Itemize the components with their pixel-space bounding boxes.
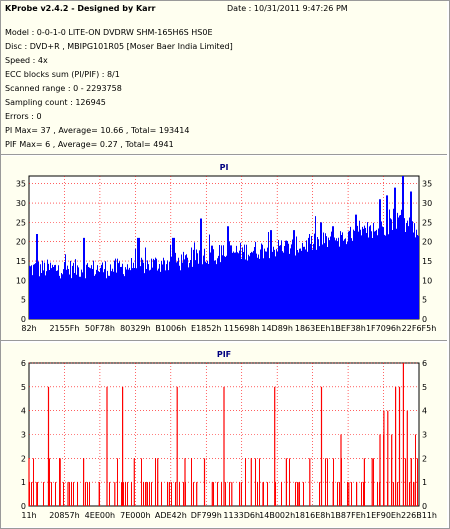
pi-xtick: 50F78h	[85, 324, 115, 333]
pi-ytick-right: 10	[422, 276, 432, 285]
pi-ytick-left: 25	[16, 218, 26, 227]
scan-date: Date : 10/31/2011 9:47:26 PM	[227, 4, 348, 13]
pi-ytick-left: 5	[21, 296, 26, 305]
info-panel: KProbe v2.4.2 - Designed by Karr Date : …	[1, 1, 447, 155]
pif-ytick-left: 3	[21, 431, 26, 440]
pif-xtick: ADE42h	[155, 511, 187, 520]
speed-line: Speed : 4x	[5, 56, 48, 65]
pif-xtick: 1133D6h	[223, 511, 260, 520]
disc-line: Disc : DVD+R , MBIPG101R05 [Moser Baer I…	[5, 42, 233, 51]
pif-ytick-left: 1	[21, 478, 26, 487]
pi-ytick-right: 5	[422, 296, 427, 305]
pi-ytick-right: 20	[422, 238, 432, 247]
pif-xtick: 1B87FEh	[330, 511, 365, 520]
pi-ytick-right: 35	[422, 180, 432, 189]
pif-ytick-right: 3	[422, 431, 427, 440]
pi-ytick-left: 10	[16, 276, 26, 285]
pi-ytick-left: 15	[16, 257, 26, 266]
pif-ytick-left: 2	[21, 454, 26, 463]
pif-ytick-left: 5	[21, 383, 26, 392]
pif-xtick: 226B11h	[401, 511, 437, 520]
pi-ytick-right: 15	[422, 257, 432, 266]
pif-xtick: 14B002h	[259, 511, 295, 520]
pif-chart-title: PIF	[217, 350, 231, 359]
sampling-line: Sampling count : 126945	[5, 98, 106, 107]
pif-ytick-left: 6	[21, 359, 26, 368]
pi-xtick: 1BEF38h	[330, 324, 365, 333]
pi-ytick-right: 25	[422, 218, 432, 227]
app-title: KProbe v2.4.2 - Designed by Karr	[5, 4, 156, 13]
pi-ytick-right: 0	[422, 315, 427, 324]
pif-chart-svg: PIF 0 0 1 1 2 2 3 3 4 4 5 5 6 6 11h 20857h 4EE00h 7E000h A…	[21, 350, 437, 520]
pi-xtick: 1F7096h	[366, 324, 401, 333]
pif-ytick-right: 4	[422, 407, 427, 416]
pif-xtick: 20857h	[49, 511, 80, 520]
pi-ytick-right: 30	[422, 199, 432, 208]
pif-xtick: 1816E8h	[295, 511, 331, 520]
pif-ytick-right: 5	[422, 383, 427, 392]
pif-xtick: 11h	[21, 511, 36, 520]
pif-ytick-right: 1	[422, 478, 427, 487]
pif-ytick-left: 4	[21, 407, 26, 416]
pi-ytick-left: 20	[16, 238, 26, 247]
pi-xtick: 22F6F5h	[402, 324, 437, 333]
pi-xtick: 14D89h	[261, 324, 293, 333]
errors-line: Errors : 0	[5, 112, 42, 121]
pi-xtick: 2155Fh	[49, 324, 79, 333]
pi-summary-line: PI Max= 37 , Average= 10.66 , Total= 193…	[5, 126, 190, 135]
pif-ytick-left: 0	[21, 502, 26, 511]
range-line: Scanned range : 0 - 2293758	[5, 84, 122, 93]
pif-ytick-right: 6	[422, 359, 427, 368]
pi-chart-svg: PI 0 0 5 5 10 10 15 15 20 20 25 25 30 30 35 35 82h 2155Fh…	[16, 163, 437, 333]
pi-xtick: 1863EEh	[295, 324, 331, 333]
pi-ytick-left: 0	[21, 315, 26, 324]
pi-chart: PI 0 0 5 5 10 10 15 15 20 20 25 25 30 30 35 35 82h 2155Fh…	[1, 156, 447, 341]
pi-ytick-left: 35	[16, 180, 26, 189]
pif-xtick: DF799h	[191, 511, 222, 520]
pi-xtick: 82h	[21, 324, 36, 333]
pi-ytick-left: 30	[16, 199, 26, 208]
ecc-line: ECC blocks sum (PI/PIF) : 8/1	[5, 70, 120, 79]
pif-summary-line: PIF Max= 6 , Average= 0.27 , Total= 4941	[5, 140, 174, 149]
pi-chart-title: PI	[220, 163, 229, 172]
pi-xtick: E1852h	[191, 324, 221, 333]
model-line: Model : 0-0-1-0 LITE-ON DVDRW SHM-165H6S…	[5, 28, 213, 37]
pif-ytick-right: 2	[422, 454, 427, 463]
pif-xtick: 4EE00h	[85, 511, 115, 520]
pif-ytick-right: 0	[422, 502, 427, 511]
pif-chart: PIF 0 0 1 1 2 2 3 3 4 4 5 5 6 6 11h 20857h 4EE00h 7E000h A…	[1, 343, 447, 527]
pi-xtick: 115698h	[224, 324, 260, 333]
pif-xtick: 7E000h	[120, 511, 150, 520]
pif-xtick: 1EF90Eh	[366, 511, 401, 520]
pi-xtick: B1006h	[155, 324, 186, 333]
pi-xtick: 80329h	[120, 324, 151, 333]
